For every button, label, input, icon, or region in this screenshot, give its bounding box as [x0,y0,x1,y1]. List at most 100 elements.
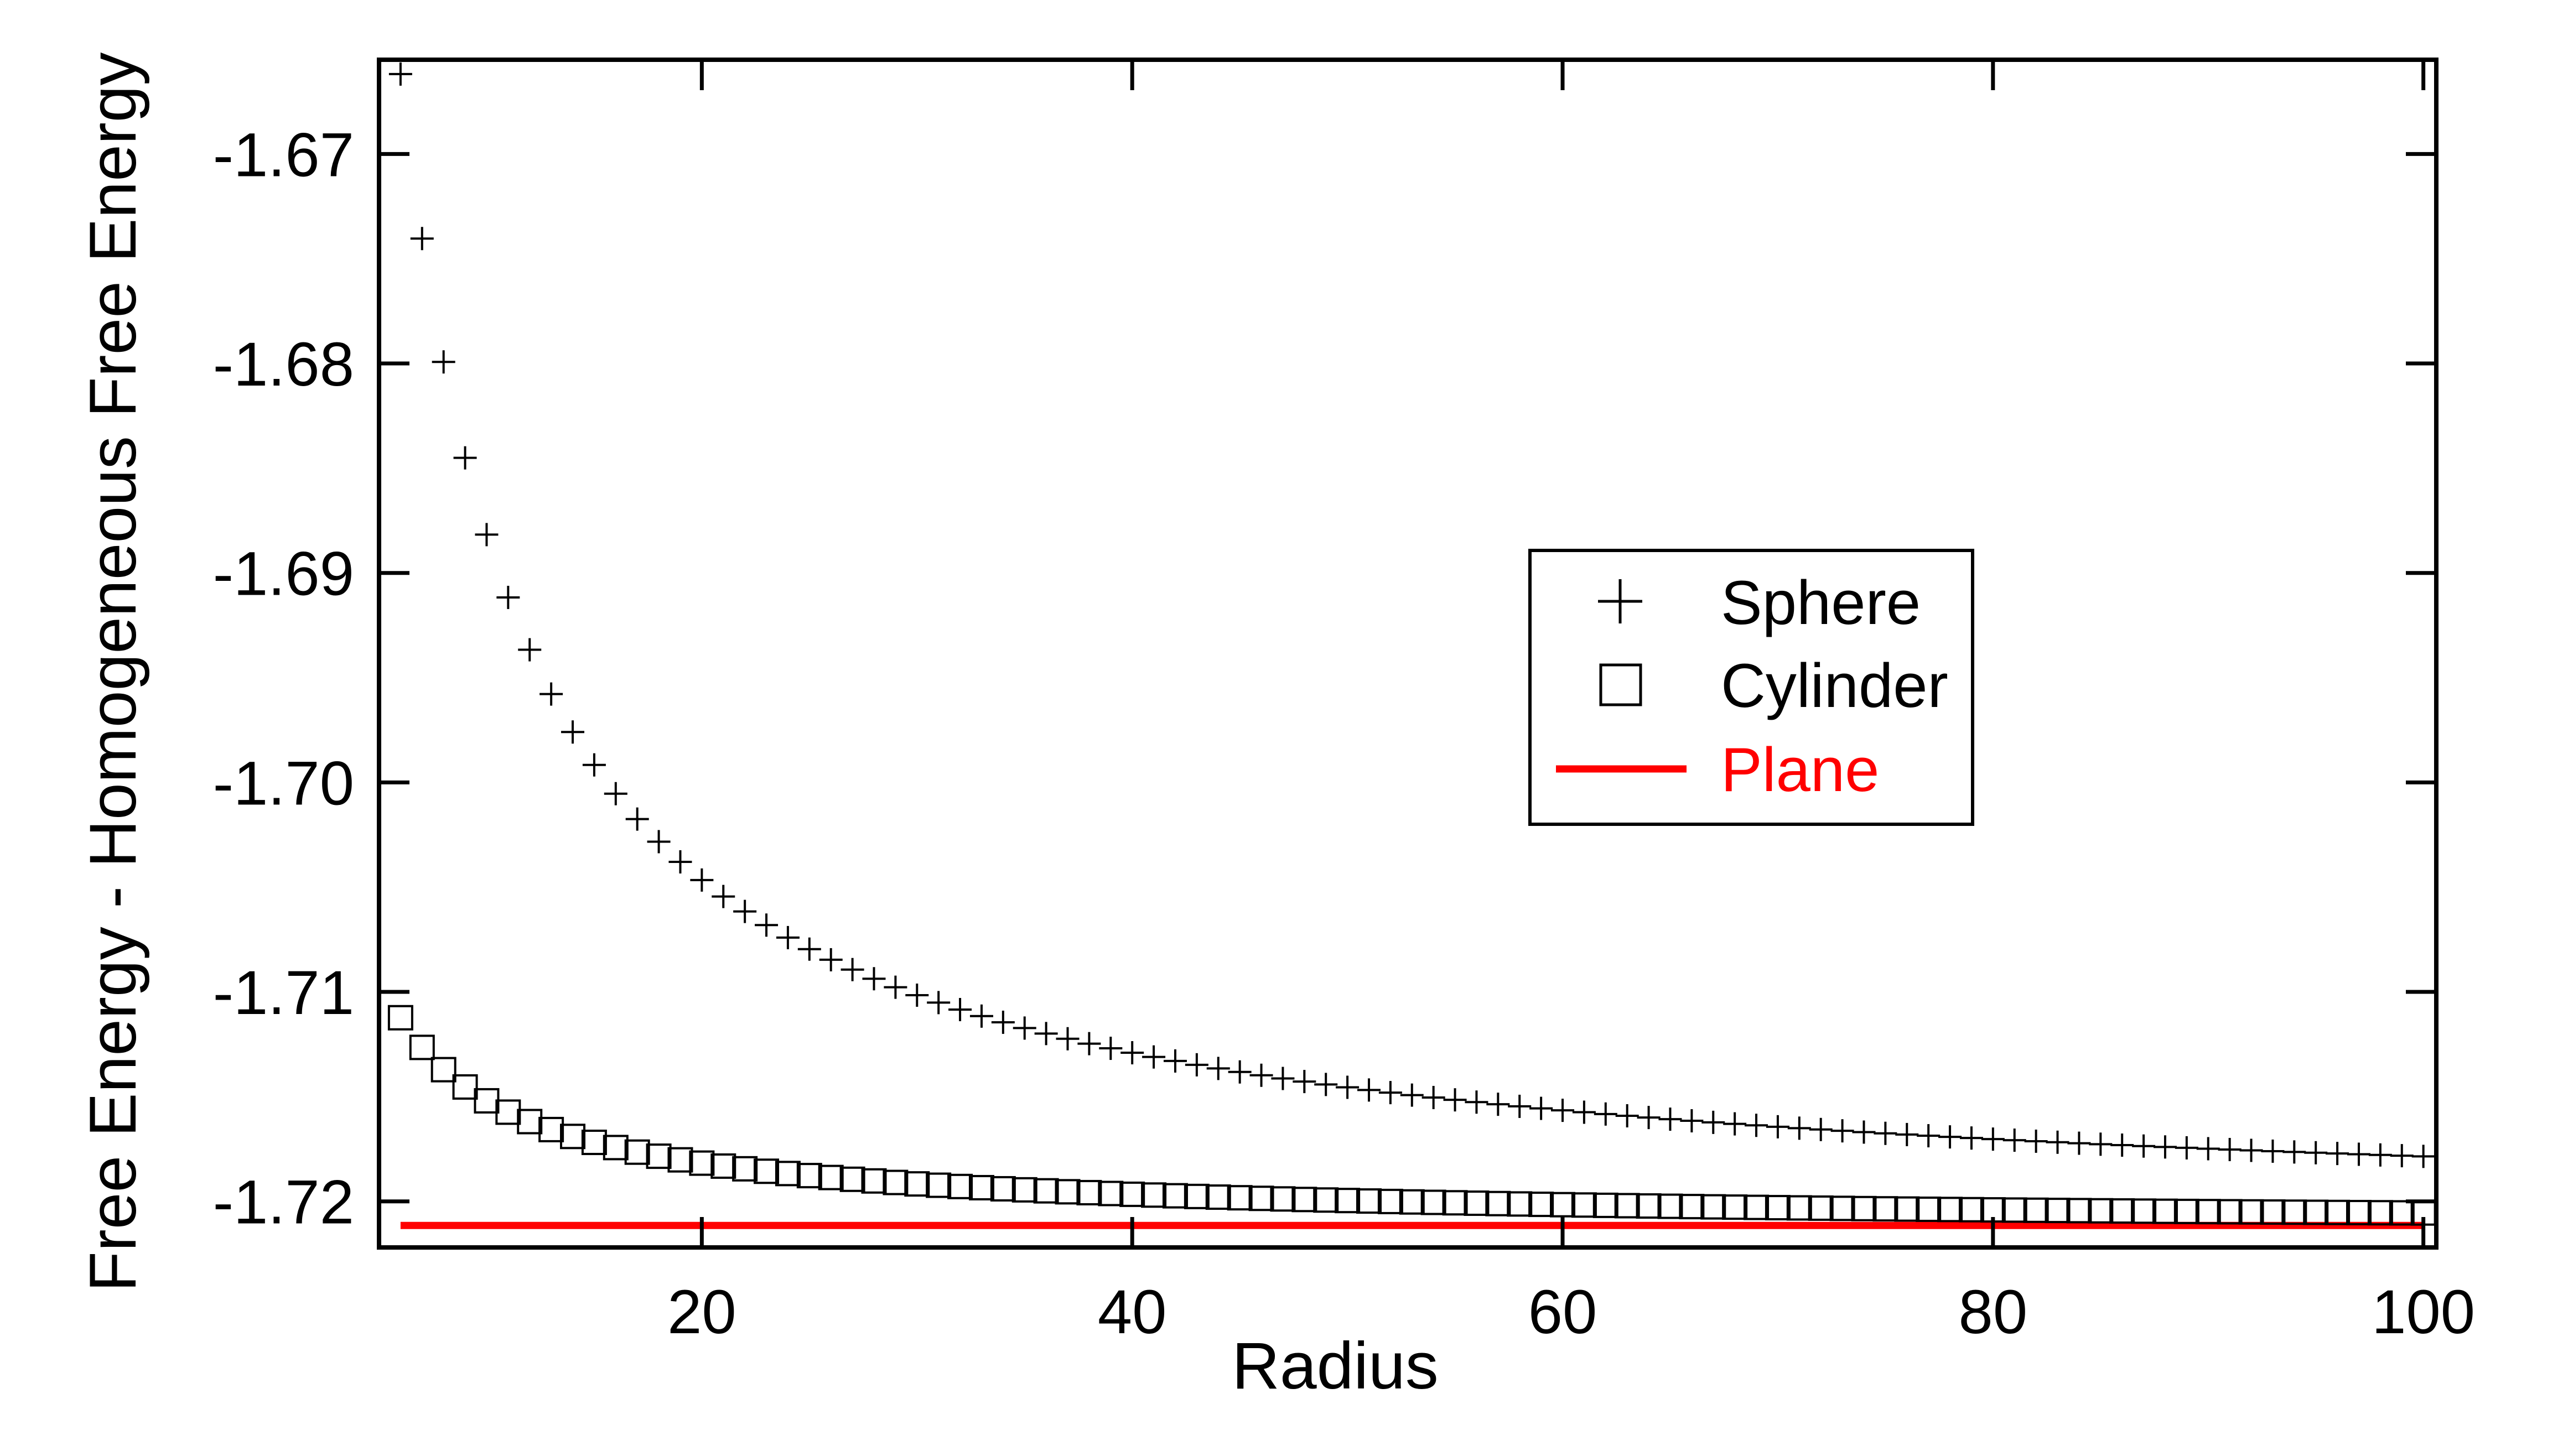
cylinder-point [754,1158,780,1184]
sphere-point [1249,1063,1273,1087]
y-tick: -1.69 [213,539,2436,609]
cylinder-point [1679,1194,1705,1220]
cylinder-point [667,1147,693,1173]
x-tick-label: 80 [1959,1277,2028,1346]
cylinder-point [2066,1198,2092,1224]
sphere-point [2390,1144,2414,1168]
legend-entry-plane: Plane [1556,735,1879,804]
cylinder-point [1420,1189,1446,1215]
sphere-point [2153,1135,2177,1159]
cylinder-point [560,1124,586,1150]
sphere-point [1874,1121,1897,1145]
cylinder-point [495,1099,521,1125]
sphere-point [1787,1116,1811,1140]
legend-marker-cylinder [1599,663,1642,706]
sphere-point [2218,1138,2242,1162]
sphere-point [2110,1133,2134,1157]
y-tick: -1.68 [213,330,2436,399]
cylinder-point [2389,1200,2415,1226]
y-tick-label: -1.70 [213,748,354,818]
x-tick: 80 [1959,60,2028,1346]
cylinder-point [1291,1187,1317,1213]
sphere-point [1917,1124,1941,1148]
cylinder-point [818,1164,844,1190]
sphere-point [561,720,585,744]
sphere-point [1701,1110,1725,1134]
cylinder-point [1227,1185,1253,1211]
cylinder-point [1636,1193,1662,1219]
cylinder-point [1485,1190,1511,1216]
sphere-point [2046,1130,2069,1154]
sphere-point [2089,1132,2113,1156]
sphere-point [905,983,929,1007]
cylinder-point [1765,1195,1791,1221]
legend-entry-sphere: Sphere [1598,568,1921,637]
cylinder-series [387,1005,2436,1226]
x-tick-label: 100 [2372,1277,2475,1346]
x-tick: 40 [1098,60,1166,1346]
cylinder-point [2173,1198,2199,1224]
y-tick: -1.71 [213,958,2436,1027]
cylinder-point [968,1174,994,1200]
sphere-point [2002,1129,2026,1152]
sphere-point [1142,1045,1166,1069]
sphere-point [2261,1139,2285,1163]
sphere-point [1637,1106,1661,1130]
sphere-point [1077,1032,1101,1055]
sphere-point [969,1004,993,1028]
sphere-point [1400,1083,1424,1107]
sphere-point [712,885,735,908]
x-axis: 20 40 60 80 100 [667,60,2475,1346]
cylinder-point [1657,1193,1683,1219]
sphere-series [388,62,2435,1168]
x-tick: 20 [667,60,736,1346]
cylinder-point [2367,1200,2393,1226]
sphere-point [1378,1081,1402,1105]
cylinder-point [409,1034,435,1060]
cylinder-point [1722,1194,1748,1220]
cylinder-point [1098,1181,1124,1207]
x-tick-label: 20 [667,1277,736,1346]
y-tick: -1.70 [213,748,2436,818]
sphere-point [2175,1136,2198,1159]
sphere-point [1336,1075,1360,1099]
sphere-point [1271,1067,1295,1090]
cylinder-point [1184,1183,1210,1209]
y-tick-label: -1.67 [213,120,354,189]
sphere-point [432,350,455,374]
sphere-point [1228,1060,1252,1084]
sphere-point [518,638,542,662]
cylinder-point [2238,1199,2264,1225]
sphere-point [927,991,951,1015]
sphere-point [1357,1078,1381,1102]
sphere-point [388,62,412,86]
cylinder-point [883,1169,909,1195]
sphere-point [1615,1104,1639,1128]
cylinder-point [861,1168,887,1194]
sphere-point [797,937,821,961]
sphere-point [2067,1131,2091,1155]
cylinder-point [1055,1179,1081,1205]
cylinder-point [1399,1189,1425,1215]
cylinder-point [839,1166,865,1192]
sphere-point [539,682,563,706]
sphere-point [2196,1137,2220,1161]
sphere-point [1572,1100,1596,1124]
sphere-point [625,807,649,831]
cylinder-point [732,1156,758,1182]
cylinder-point [1377,1188,1403,1214]
sphere-point [2024,1129,2048,1153]
cylinder-point [517,1109,543,1135]
sphere-point [1529,1096,1553,1120]
legend: Sphere Cylinder Plane [1528,549,1974,826]
cylinder-point [1829,1195,1855,1221]
cylinder-point [1851,1195,1877,1221]
y-tick-label: -1.72 [213,1168,354,1237]
sphere-point [1056,1027,1080,1051]
cylinder-point [1033,1178,1059,1204]
cylinder-point [387,1005,413,1031]
cylinder-point [1550,1192,1576,1218]
sphere-point [1745,1114,1768,1137]
cylinder-point [2325,1199,2351,1225]
